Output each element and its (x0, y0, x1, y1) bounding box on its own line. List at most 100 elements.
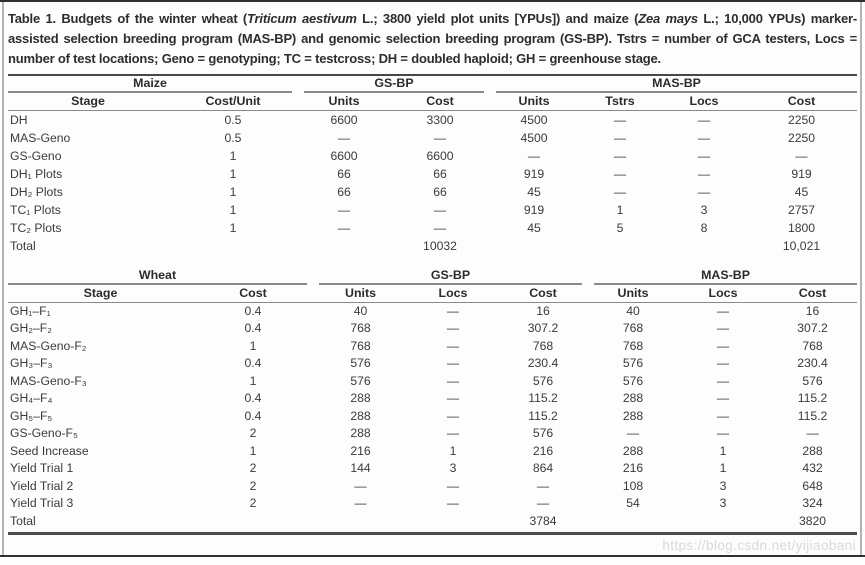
value-cell: 3784 (529, 513, 557, 528)
value-cell (298, 237, 390, 255)
value-cell: — (716, 426, 730, 441)
value-cell: 216 (350, 443, 371, 458)
stage-cell: MAS-Geno (10, 130, 71, 145)
table-row: Total 3784 3820 (8, 512, 857, 530)
value-cell (678, 512, 768, 530)
value-cell: 288 (350, 391, 371, 406)
stage-cell: Total (10, 238, 36, 253)
value-cell: — (716, 373, 730, 388)
value-cell: 324 (802, 496, 823, 511)
table-bottom-rule (8, 531, 857, 535)
column-header-cost: Cost (193, 284, 313, 303)
value-cell: 2 (249, 426, 257, 441)
stage-cell: TC₁ Plots (10, 202, 61, 217)
species-name-wheat: Triticum aestivum (247, 11, 357, 26)
value-cell: — (613, 112, 627, 127)
value-cell: 648 (802, 478, 823, 493)
value-cell: 1 (249, 338, 257, 353)
column-header-gs-cost: Cost (498, 284, 589, 303)
value-cell: — (446, 426, 460, 441)
value-cell: 1 (229, 202, 237, 217)
value-cell: 230.4 (527, 356, 559, 371)
value-cell: 3300 (426, 112, 454, 127)
value-cell: 2250 (787, 112, 816, 127)
value-cell: 768 (802, 338, 823, 353)
value-cell: 768 (350, 321, 371, 336)
value-cell: 432 (802, 461, 823, 476)
group-header-gsbp: GS-BP (298, 76, 490, 93)
table-row: GH₁–F₁ 0.4 40 — 16 40 — 16 (8, 302, 857, 320)
table-row: TC₂ Plots 1 — — 45 5 8 1800 (8, 219, 857, 237)
value-cell: — (697, 148, 711, 163)
caption-text: L.; 10,000 YPUs) marker-assisted selecti… (8, 11, 857, 66)
value-cell (408, 512, 498, 530)
maize-column-header-row: Stage Cost/Unit Units Cost Units Tstrs L… (8, 93, 857, 111)
value-cell: — (613, 148, 627, 163)
value-cell: — (337, 202, 351, 217)
value-cell: — (613, 130, 627, 145)
species-name-maize: Zea mays (638, 11, 698, 26)
value-cell: 576 (350, 373, 371, 388)
maize-group-header-row: Maize GS-BP MAS-BP (8, 76, 857, 93)
stage-cell: GH₄–F₄ (10, 391, 53, 406)
stage-cell: DH₂ Plots (10, 184, 63, 199)
value-cell: — (446, 496, 460, 511)
value-cell: — (446, 478, 460, 493)
group-rule: GS-BP (304, 76, 484, 93)
caption-text: L.; 3800 yield plot units [YPUs]) and ma… (356, 11, 639, 26)
value-cell: 288 (350, 408, 371, 423)
value-cell: — (446, 408, 460, 423)
column-header-gs-cost: Cost (390, 93, 490, 111)
value-cell: 0.5 (224, 130, 242, 145)
column-header-gs-units: Units (298, 93, 390, 111)
wheat-table-body: GH₁–F₁ 0.4 40 — 16 40 — 16 GH₂–F₂ 0.4 768 — 307.2 768… (8, 302, 857, 530)
value-cell: — (354, 496, 367, 511)
column-header-mas-locs: Locs (678, 284, 769, 303)
value-cell: 1 (249, 443, 257, 458)
value-cell: — (337, 130, 351, 145)
value-cell: — (716, 356, 730, 371)
value-cell: 919 (791, 166, 812, 181)
stage-cell: GH₅–F₅ (10, 408, 53, 423)
value-cell: — (697, 130, 711, 145)
value-cell: 576 (532, 373, 554, 388)
table-row: TC₁ Plots 1 — — 919 1 3 2757 (8, 201, 857, 219)
table-row: MAS-Geno-F₃ 1 576 — 576 576 — 576 (8, 372, 857, 390)
value-cell: 307.2 (527, 321, 559, 336)
value-cell: 768 (622, 321, 644, 336)
value-cell: 3 (719, 478, 727, 493)
value-cell: — (697, 166, 711, 181)
column-header-mas-cost: Cost (768, 284, 858, 303)
table-row: GS-Geno 1 6600 6600 — — — — (8, 147, 857, 165)
value-cell: — (716, 321, 730, 336)
wheat-group-header-row: Wheat GS-BP MAS-BP (8, 268, 858, 285)
group-header-gsbp: GS-BP (313, 268, 588, 285)
value-cell: — (446, 373, 460, 388)
column-header-gs-units: Units (313, 284, 408, 303)
value-cell: 576 (350, 356, 371, 371)
stage-cell: Yield Trial 3 (10, 496, 74, 511)
value-cell: 3 (700, 202, 708, 217)
value-cell: 2 (249, 461, 257, 476)
value-cell: 3 (719, 496, 727, 511)
frame-right-line (860, 2, 862, 555)
group-rule: MAS-BP (496, 76, 857, 93)
stage-cell: GS-Geno-F₅ (10, 426, 78, 441)
value-cell: 66 (433, 166, 447, 181)
value-cell: — (716, 391, 730, 406)
value-cell: — (716, 408, 730, 423)
value-cell: — (795, 148, 808, 163)
value-cell: — (433, 220, 447, 235)
value-cell: 144 (350, 461, 371, 476)
value-cell: — (446, 304, 460, 318)
table-row: DH₂ Plots 1 66 66 45 — — 45 (8, 183, 857, 201)
value-cell: — (446, 321, 460, 336)
value-cell: 10,021 (782, 238, 821, 253)
value-cell: 4500 (520, 130, 548, 145)
table-row: GH₂–F₂ 0.4 768 — 307.2 768 — 307.2 (8, 320, 857, 338)
column-header-mas-cost: Cost (746, 93, 857, 111)
value-cell: — (446, 391, 460, 406)
value-cell: 288 (622, 391, 644, 406)
table-row: MAS-Geno-F₂ 1 768 — 768 768 — 768 (8, 337, 857, 355)
